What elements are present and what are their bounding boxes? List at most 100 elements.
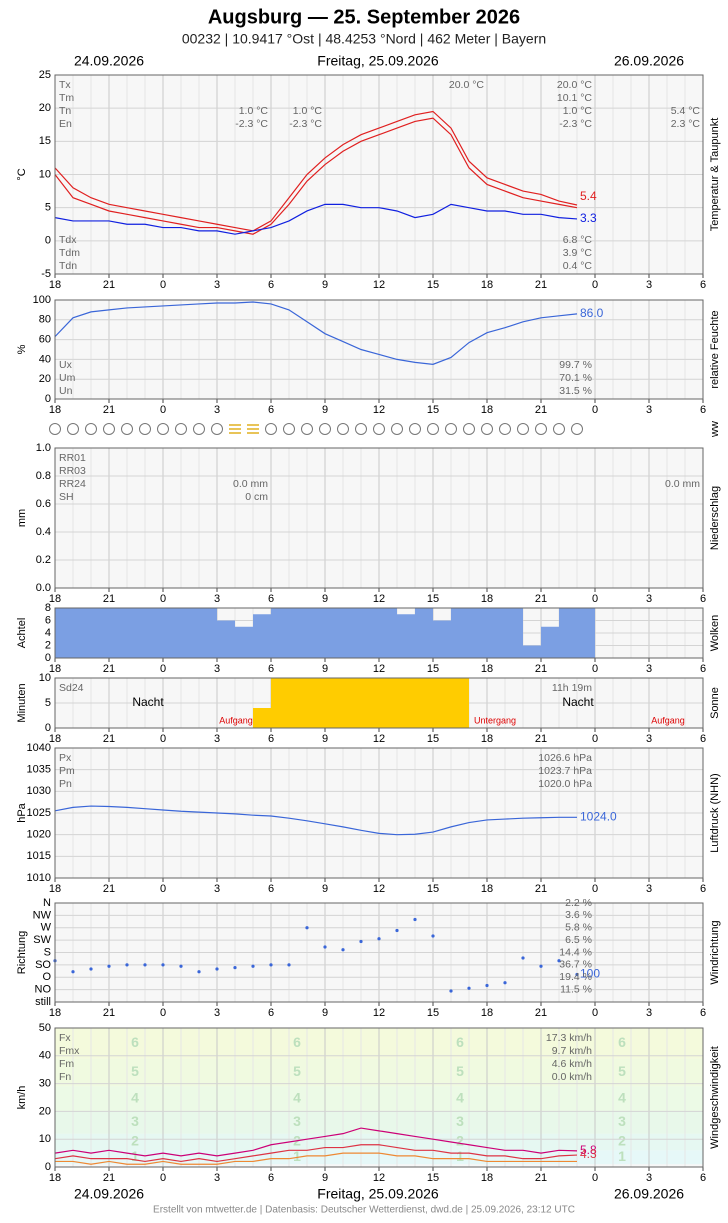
- y-tick-label: 0.4: [36, 526, 51, 538]
- point: [215, 967, 219, 971]
- x-tick-label: 18: [481, 663, 493, 675]
- y-tick-label: 30: [39, 1078, 51, 1090]
- x-tick-label: 0: [160, 1007, 166, 1019]
- stat-value: 0.0 mm: [233, 478, 268, 490]
- x-tick-label: 21: [535, 1007, 547, 1019]
- band-label: 2: [618, 1133, 626, 1149]
- stat-label: RR24: [59, 478, 86, 490]
- point: [377, 937, 381, 941]
- y-tick-label: 1015: [27, 850, 51, 862]
- x-tick-label: 6: [268, 663, 274, 675]
- x-tick-label: 3: [214, 883, 220, 895]
- x-tick-label: 18: [49, 279, 61, 291]
- x-tick-label: 0: [160, 593, 166, 605]
- x-tick-label: 12: [373, 733, 385, 745]
- point: [287, 963, 291, 967]
- band-label: 4: [456, 1090, 464, 1106]
- stat-label: Ux: [59, 359, 73, 371]
- y-tick-label: 10: [39, 168, 51, 180]
- ww-symbol: [175, 423, 187, 435]
- stat-value: 4.6 km/h: [552, 1058, 592, 1070]
- side-label: Niederschlag: [709, 486, 721, 550]
- x-tick-label: 0: [160, 663, 166, 675]
- x-tick-label: 0: [160, 1172, 166, 1184]
- ww-symbol: [571, 423, 583, 435]
- y-tick-label: NO: [35, 984, 52, 996]
- x-tick-label: 3: [646, 733, 652, 745]
- y-axis-label: °C: [16, 168, 28, 180]
- y-tick-label: W: [41, 922, 52, 934]
- stat-label: RR03: [59, 465, 86, 477]
- ww-symbol: [49, 423, 61, 435]
- x-tick-label: 18: [49, 733, 61, 745]
- y-axis-label: mm: [16, 509, 28, 527]
- annotation: Aufgang: [219, 715, 253, 725]
- y-tick-label: 0: [45, 393, 51, 405]
- x-tick-label: 6: [700, 733, 706, 745]
- x-tick-label: 12: [373, 1007, 385, 1019]
- ww-symbol: [409, 423, 421, 435]
- stat-value: 10.1 °C: [557, 92, 593, 104]
- x-tick-label: 21: [535, 883, 547, 895]
- y-tick-label: 0.6: [36, 498, 51, 510]
- stat-value: 14.4 %: [559, 946, 592, 958]
- x-tick-label: 21: [103, 1172, 115, 1184]
- series-line: [54, 117, 578, 235]
- annotation: Aufgang: [651, 715, 685, 725]
- ww-symbol: [517, 423, 529, 435]
- x-tick-label: 21: [535, 663, 547, 675]
- point: [539, 964, 543, 968]
- ww-symbol: [553, 423, 565, 435]
- band-label: 1: [456, 1148, 464, 1164]
- date-left: 24.09.2026: [74, 1186, 144, 1202]
- series-line: [54, 1127, 578, 1157]
- band-label: 4: [131, 1090, 139, 1106]
- band-label: 4: [293, 1090, 301, 1106]
- band-label: 3: [131, 1113, 139, 1129]
- side-label: Luftdruck (NHN): [709, 773, 721, 852]
- x-tick-label: 18: [481, 593, 493, 605]
- x-tick-label: 15: [427, 593, 439, 605]
- y-tick-label: 1010: [27, 872, 51, 884]
- x-tick-label: 0: [592, 279, 598, 291]
- series-line: [54, 110, 578, 232]
- stat-label: Fn: [59, 1071, 71, 1083]
- bar: [505, 608, 523, 658]
- y-tick-label: 1035: [27, 764, 51, 776]
- bar: [73, 608, 91, 658]
- stat-value: 3.9 °C: [563, 247, 593, 259]
- x-tick-label: 21: [103, 663, 115, 675]
- stat-value: 9.7 km/h: [552, 1045, 592, 1057]
- bar: [451, 678, 469, 728]
- x-tick-label: 3: [214, 1007, 220, 1019]
- x-tick-label: 3: [646, 1007, 652, 1019]
- series-line: [54, 301, 578, 365]
- stat-value: -2.3 °C: [235, 118, 268, 130]
- band-label: 6: [131, 1034, 139, 1050]
- point: [305, 926, 309, 930]
- x-tick-label: 3: [646, 279, 652, 291]
- stat-value: 0 cm: [245, 491, 268, 503]
- x-tick-label: 0: [160, 883, 166, 895]
- band-label: 1: [618, 1148, 626, 1164]
- point: [575, 972, 579, 977]
- ww-symbol: [355, 423, 367, 435]
- y-tick-label: 6: [45, 614, 51, 626]
- title: Augsburg — 25. September 2026: [208, 6, 520, 28]
- x-tick-label: 21: [103, 593, 115, 605]
- point: [269, 963, 273, 967]
- stat-value: 11.5 %: [560, 983, 592, 995]
- x-tick-label: 15: [427, 733, 439, 745]
- bar: [325, 608, 343, 658]
- bar: [433, 678, 451, 728]
- stat-label: Sd24: [59, 682, 84, 694]
- x-tick-label: 6: [700, 279, 706, 291]
- x-tick-label: 12: [373, 883, 385, 895]
- x-tick-label: 21: [535, 733, 547, 745]
- x-tick-label: 18: [481, 733, 493, 745]
- x-tick-label: 9: [322, 663, 328, 675]
- stat-value: 1023.7 hPa: [538, 765, 592, 777]
- x-tick-label: 6: [700, 1172, 706, 1184]
- ww-symbol: [283, 423, 295, 435]
